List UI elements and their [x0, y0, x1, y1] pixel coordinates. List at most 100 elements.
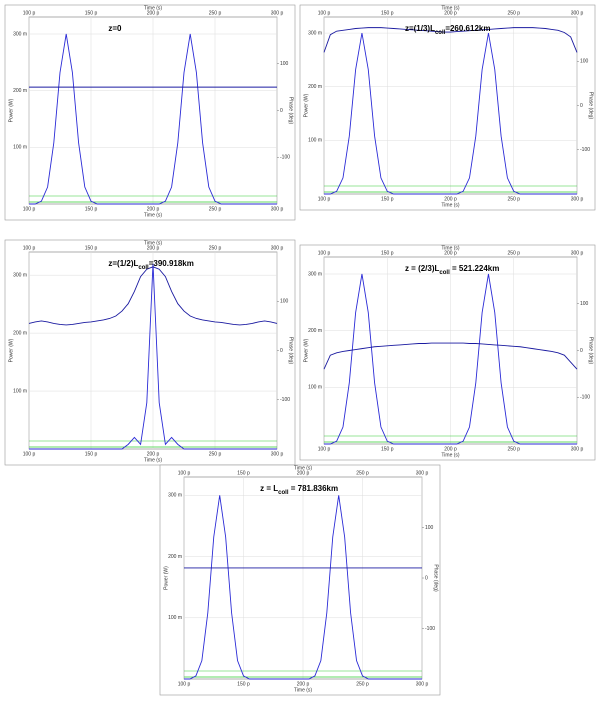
x-tick-label-top: 250 p	[356, 470, 369, 476]
title-text-end: =390.918km	[149, 259, 194, 268]
title-text-end: = 521.224km	[450, 264, 500, 273]
x-axis-label: Time (s)	[441, 202, 459, 208]
panel-title: z = (2/3)Lcoll = 521.224km	[405, 264, 499, 275]
y-tick-label: 300 m	[13, 31, 27, 37]
y-tick-label: 200 m	[308, 84, 322, 90]
y-axis-label: Power (W)	[163, 566, 169, 590]
x-tick-label: 150 p	[85, 451, 98, 457]
x-tick-label-top: 300 p	[571, 250, 584, 256]
panel-frame	[4, 239, 296, 466]
x-tick-label: 150 p	[381, 446, 394, 452]
series-line	[324, 33, 577, 195]
y2-tick-label: -100	[580, 147, 590, 153]
series-line	[323, 342, 578, 370]
y2-tick-label: 100	[425, 525, 434, 531]
x-tick-label-top: 250 p	[507, 250, 520, 256]
title-subscript: coll	[435, 30, 446, 36]
x-tick-label-top: 300 p	[571, 10, 584, 16]
panel: 100 p 100 p 150 p 150 p 200 p 200 p 250 p 250 p…	[4, 4, 296, 221]
y2-tick-label: -100	[280, 397, 290, 403]
y-tick-label: 200 m	[13, 330, 27, 336]
x-tick-label: 150 p	[237, 681, 250, 687]
y2-tick-label: -100	[425, 626, 435, 632]
panel-frame	[159, 464, 441, 696]
x-tick-label-top: 150 p	[381, 10, 394, 16]
x-tick-label-top: 200 p	[147, 10, 160, 16]
x-tick-label: 250 p	[356, 681, 369, 687]
x-axis-label-top: Time (s)	[144, 240, 162, 246]
y-tick-label: 100 m	[13, 145, 27, 151]
title-text: z = (2/3)L	[405, 264, 440, 273]
y2-tick-label: -100	[580, 395, 590, 401]
x-tick-label-top: 150 p	[237, 470, 250, 476]
panel-title: z=(1/2)Lcoll=390.918km	[108, 259, 194, 270]
series-line	[29, 33, 277, 205]
x-tick-label: 300 p	[571, 446, 584, 452]
x-tick-label: 100 p	[178, 681, 191, 687]
x-tick-label-top: 200 p	[147, 245, 160, 251]
title-text: z = L	[260, 484, 278, 493]
y2-tick-label: 0	[425, 575, 428, 581]
panel-title: z=(1/3)Lcoll=260.612km	[405, 24, 491, 35]
panel: 100 p 100 p 150 p 150 p 200 p 200 p 250 p 250 p…	[299, 4, 596, 211]
title-subscript: coll	[278, 490, 289, 496]
y2-tick-label: 100	[580, 301, 589, 307]
title-text-end: = 781.836km	[289, 484, 339, 493]
y-axis-label: Power (W)	[303, 93, 309, 117]
y2-tick-label: 0	[280, 348, 283, 354]
panel: 100 p 100 p 150 p 150 p 200 p 200 p 250 p 250 p…	[299, 244, 596, 461]
panel: 100 p 100 p 150 p 150 p 200 p 200 p 250 p 250 p…	[4, 239, 296, 466]
x-axis-label-top: Time (s)	[144, 5, 162, 11]
x-tick-label: 200 p	[444, 446, 457, 452]
x-tick-label: 300 p	[571, 196, 584, 202]
series-line	[323, 27, 578, 53]
y2-axis-label: Phase (deg)	[288, 337, 294, 365]
x-tick-label-top: 300 p	[271, 10, 284, 16]
y-tick-label: 300 m	[308, 30, 322, 36]
x-tick-label-top: 200 p	[297, 470, 310, 476]
x-tick-label-top: 150 p	[381, 250, 394, 256]
x-axis-label-top: Time (s)	[294, 465, 312, 471]
x-tick-label: 300 p	[416, 681, 429, 687]
x-axis-label: Time (s)	[294, 687, 312, 693]
x-tick-label-top: 300 p	[271, 245, 284, 251]
y-axis-label: Power (W)	[8, 338, 14, 362]
title-subscript: coll	[439, 270, 450, 276]
x-tick-label-top: 150 p	[85, 10, 98, 16]
x-tick-label: 150 p	[85, 206, 98, 212]
x-axis-label-top: Time (s)	[441, 245, 459, 251]
y2-tick-label: 0	[280, 108, 283, 114]
y2-tick-label: 0	[580, 103, 583, 109]
x-tick-label: 300 p	[271, 451, 284, 457]
x-tick-label-top: 150 p	[85, 245, 98, 251]
x-tick-label-top: 100 p	[178, 470, 191, 476]
title-text: z=0	[108, 24, 122, 33]
y2-tick-label: 0	[580, 348, 583, 354]
y-tick-label: 100 m	[308, 385, 322, 391]
x-tick-label: 200 p	[147, 206, 160, 212]
y-axis-label: Power (W)	[303, 338, 309, 362]
x-tick-label-top: 300 p	[416, 470, 429, 476]
y-tick-label: 100 m	[308, 138, 322, 144]
y-tick-label: 100 m	[13, 388, 27, 394]
x-tick-label: 150 p	[381, 196, 394, 202]
x-tick-label-top: 100 p	[23, 245, 36, 251]
y2-axis-label: Phase (deg)	[588, 337, 594, 365]
title-subscript: coll	[138, 265, 149, 271]
x-tick-label-top: 250 p	[209, 10, 222, 16]
x-tick-label-top: 250 p	[507, 10, 520, 16]
x-tick-label: 200 p	[297, 681, 310, 687]
x-axis-label: Time (s)	[441, 452, 459, 458]
x-tick-label: 200 p	[444, 196, 457, 202]
y-tick-label: 200 m	[13, 88, 27, 94]
x-tick-label: 100 p	[318, 196, 331, 202]
x-tick-label: 100 p	[318, 446, 331, 452]
x-tick-label: 200 p	[147, 451, 160, 457]
x-tick-label: 250 p	[209, 451, 222, 457]
y-tick-label: 200 m	[168, 554, 182, 560]
x-tick-label: 250 p	[209, 206, 222, 212]
x-tick-label-top: 100 p	[318, 250, 331, 256]
x-tick-label: 100 p	[23, 206, 36, 212]
x-tick-label-top: 100 p	[23, 10, 36, 16]
